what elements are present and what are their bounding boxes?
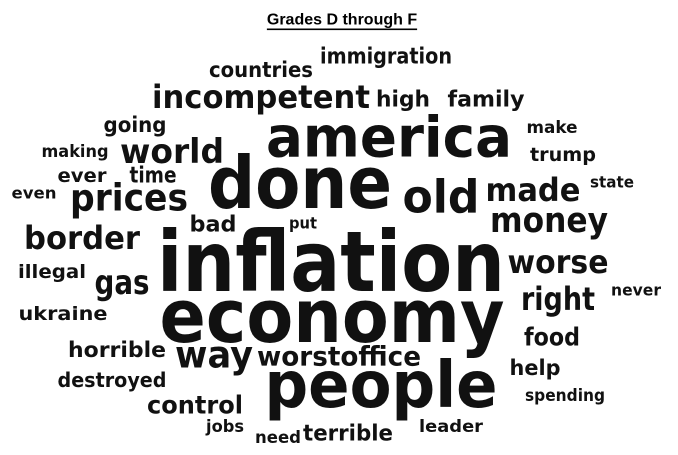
word: countries [209,58,313,82]
word: right [521,280,595,318]
word: ever [58,165,108,187]
word: bad [190,213,237,238]
word: prices [70,177,188,220]
word: worstoffice [257,342,421,373]
word: destroyed [58,368,167,392]
word: even [12,184,57,203]
word: trump [530,144,596,166]
word: state [590,173,634,192]
word: people [265,349,498,423]
word: immigration [320,45,452,70]
word: jobs [205,417,244,437]
word: leader [419,417,484,437]
word: ukraine [19,303,108,325]
word: food [524,323,580,352]
word: money [490,201,608,241]
word: incompetent [152,78,370,116]
word: illegal [18,261,86,283]
word: gas [95,263,150,303]
word: never [611,281,661,300]
word: done [208,141,392,225]
word: made [486,171,581,209]
word: world [120,132,224,172]
word: need [255,428,301,448]
word: terrible [303,422,393,447]
word: worse [508,243,609,281]
word: america [266,106,512,171]
word: make [527,118,578,138]
word: family [448,88,525,113]
chart-title: Grades D through F [267,12,417,29]
word: border [24,219,140,257]
word: put [289,214,317,233]
word: help [510,356,561,380]
word: way [175,334,253,377]
word: inflation [157,213,505,311]
word: making [42,142,109,162]
word: high [376,88,430,113]
word: spending [525,386,605,406]
word: control [147,391,243,420]
word: going [104,113,167,137]
word: time [130,164,177,189]
word: horrible [68,338,166,362]
word: old [403,171,480,224]
word: economy [160,274,505,360]
